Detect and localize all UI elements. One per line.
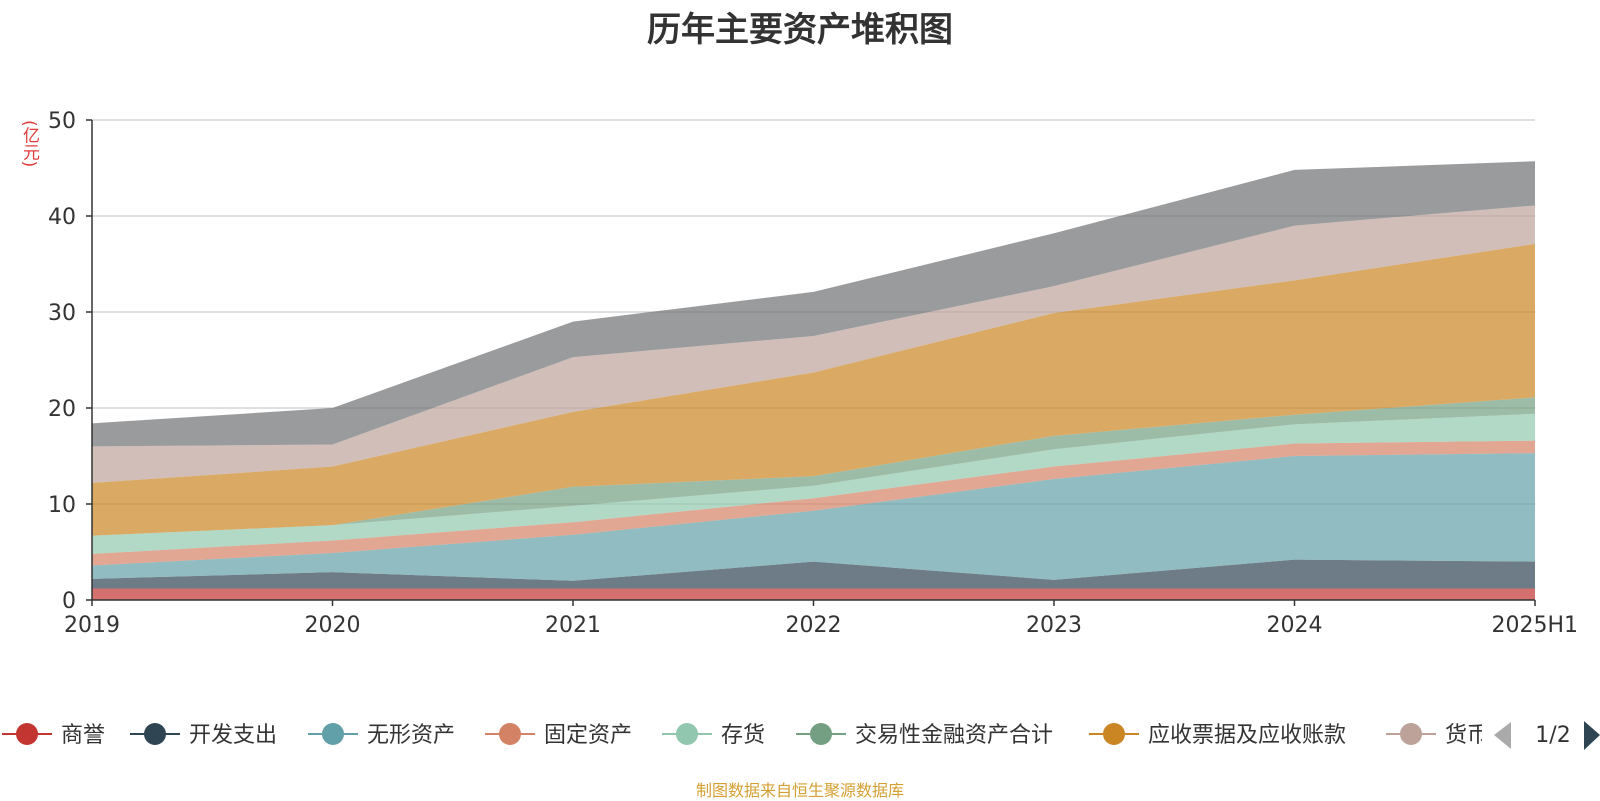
legend-label: 交易性金融资产合计 (855, 723, 1053, 748)
legend-marker (499, 723, 521, 745)
legend-item[interactable]: 固定资产 (485, 723, 632, 748)
legend-item[interactable]: 商誉 (2, 723, 105, 748)
legend-marker (322, 723, 344, 745)
legend-item[interactable]: 货币 (1386, 723, 1489, 748)
legend-label: 货币 (1445, 723, 1489, 748)
legend-item[interactable]: 交易性金融资产合计 (796, 723, 1053, 748)
legend-layer: 商誉 开发支出 无形资产 固定资产 存货 交易性金融资产合计 应收票据及应收账款 货币 1/2 (2, 721, 1600, 750)
area-series-5 (92, 397, 1535, 536)
data-source-footer: 制图数据来自恒生聚源数据库 (695, 781, 904, 800)
area-series-4 (92, 413, 1535, 554)
legend-marker (1103, 723, 1125, 745)
legend-marker (16, 723, 38, 745)
y-tick-label: 30 (48, 301, 76, 326)
legend-page-indicator: 1/2 (1535, 723, 1570, 748)
x-tick-label: 2021 (545, 613, 601, 638)
legend-label: 开发支出 (189, 723, 277, 748)
area-series-1 (92, 559, 1535, 589)
legend-item[interactable]: 开发支出 (130, 723, 277, 748)
chart-title: 历年主要资产堆积图 (647, 10, 953, 50)
legend-items: 商誉 开发支出 无形资产 固定资产 存货 交易性金融资产合计 应收票据及应收账款 货币 (2, 723, 1489, 748)
chart-svg: 0 10 20 30 40 50 2019 2020 2021 2022 2023 2024 2025H… (2, 109, 1600, 750)
legend-item[interactable]: 存货 (662, 723, 765, 748)
x-tick-label: 2024 (1267, 613, 1323, 638)
legend-item[interactable]: 应收票据及应收账款 (1089, 723, 1346, 748)
legend-marker (144, 723, 166, 745)
y-tick-label: 50 (48, 109, 76, 134)
legend-label: 无形资产 (367, 723, 455, 748)
area-layer (92, 161, 1535, 600)
y-tick-label: 40 (48, 205, 76, 230)
legend-marker (676, 723, 698, 745)
x-tick-label: 2022 (786, 613, 842, 638)
area-series-8 (92, 161, 1535, 447)
area-series-2 (92, 453, 1535, 581)
x-tick-label: 2025H1 (1491, 613, 1578, 638)
legend-label: 固定资产 (544, 723, 632, 748)
area-series-6 (92, 243, 1535, 536)
legend-marker (1400, 723, 1422, 745)
y-axis-label: (亿元) (19, 120, 39, 168)
x-tick-label: 2019 (64, 613, 120, 638)
area-series-3 (92, 440, 1535, 566)
legend-prev-icon[interactable] (1494, 722, 1511, 749)
x-tick-label: 2020 (305, 613, 361, 638)
area-series-0 (92, 588, 1535, 600)
legend-label: 商誉 (61, 723, 105, 748)
x-tick-label: 2023 (1026, 613, 1082, 638)
y-tick-label: 10 (48, 493, 76, 518)
legend-item[interactable]: 无形资产 (308, 723, 455, 748)
legend-label: 应收票据及应收账款 (1148, 723, 1346, 748)
y-tick-label: 20 (48, 397, 76, 422)
legend-label: 存货 (721, 723, 765, 748)
legend-next-icon[interactable] (1584, 721, 1600, 750)
area-series-7 (92, 205, 1535, 483)
axis-layer: 0 10 20 30 40 50 2019 2020 2021 2022 2023 2024 2025H… (48, 109, 1578, 638)
y-tick-label: 0 (62, 589, 76, 614)
legend-marker (810, 723, 832, 745)
